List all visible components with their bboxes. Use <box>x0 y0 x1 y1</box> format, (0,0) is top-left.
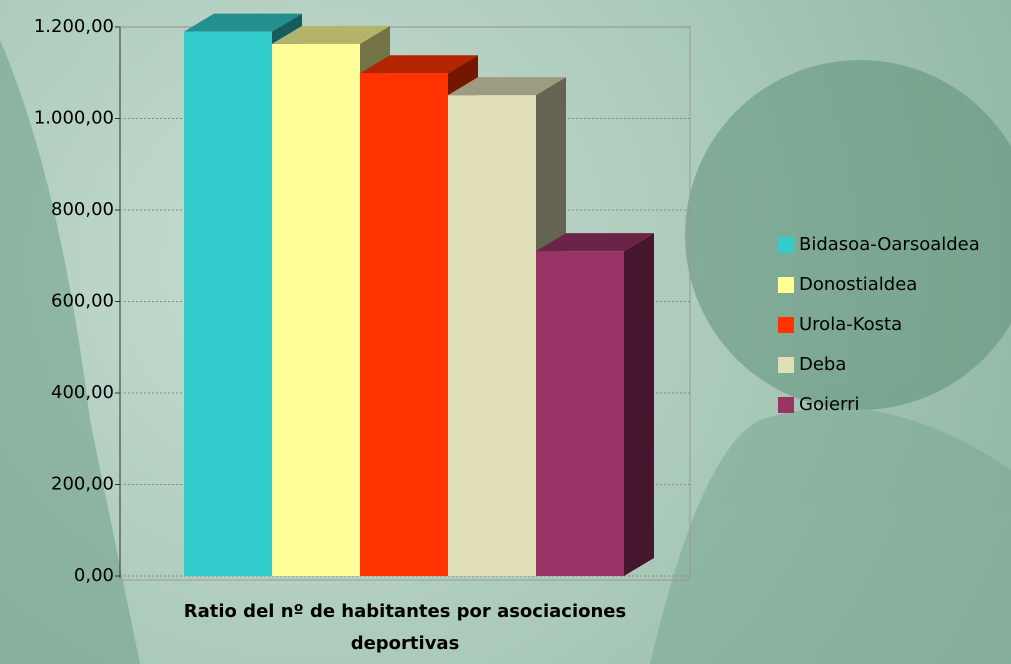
y-tick-label: 400,00 <box>51 382 114 403</box>
y-tick-label: 1.000,00 <box>34 108 114 129</box>
y-tick-label: 200,00 <box>51 474 114 495</box>
legend-swatch <box>778 397 794 413</box>
bar <box>272 43 360 577</box>
x-category-label: Ratio del nº de habitantes por asociacio… <box>183 601 627 654</box>
legend-swatch <box>778 357 794 373</box>
legend-swatch <box>778 277 794 293</box>
bar <box>360 73 448 577</box>
bar-top <box>536 233 654 252</box>
y-tick-label: 800,00 <box>51 199 114 220</box>
legend-label: Goierri <box>799 394 860 415</box>
background-art <box>0 40 1011 664</box>
bar-top <box>272 25 390 44</box>
legend-label: Urola-Kosta <box>799 314 902 335</box>
legend-label: Bidasoa-Oarsoaldea <box>799 234 980 255</box>
bar-top <box>184 13 302 32</box>
legend-label: Donostialdea <box>799 274 917 295</box>
bar-side <box>624 233 654 577</box>
bar <box>448 95 536 576</box>
bar-top <box>360 55 478 74</box>
legend-swatch <box>778 237 794 253</box>
y-tick-label: 0,00 <box>74 565 114 586</box>
bar <box>184 31 272 576</box>
legend-label: Deba <box>799 354 846 375</box>
legend-swatch <box>778 317 794 333</box>
y-tick-label: 1.200,00 <box>34 16 114 37</box>
bar <box>536 251 624 577</box>
bar-top <box>448 77 566 96</box>
y-tick-label: 600,00 <box>51 291 114 312</box>
